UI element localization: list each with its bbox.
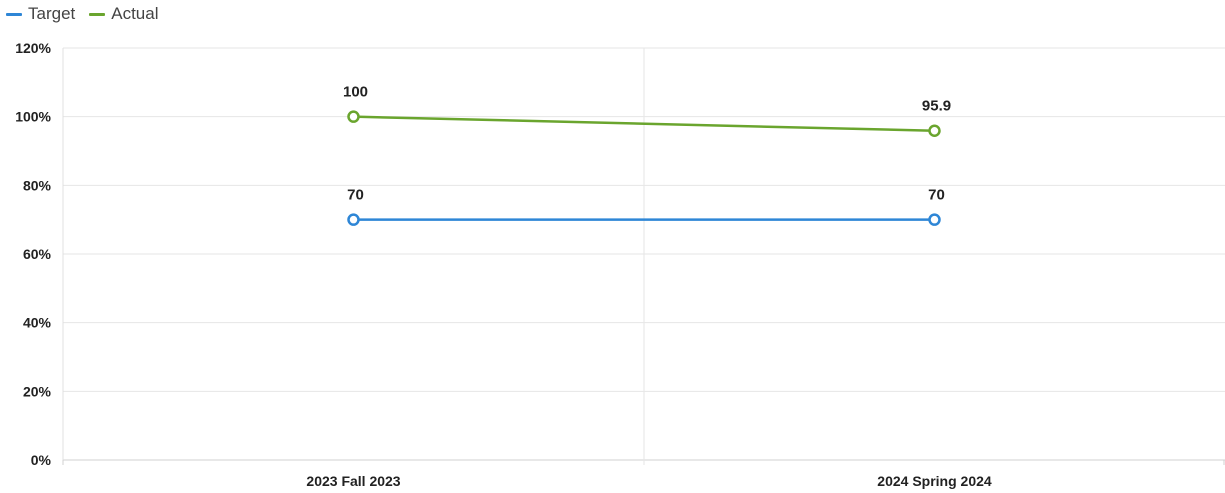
data-label-actual: 100 bbox=[343, 84, 368, 101]
data-point-target[interactable] bbox=[928, 213, 941, 226]
y-tick-label: 100% bbox=[15, 109, 51, 125]
series-line-actual[interactable] bbox=[353, 115, 935, 132]
legend-swatch-actual bbox=[89, 12, 106, 16]
y-tick-label: 40% bbox=[23, 315, 52, 331]
data-label-target: 70 bbox=[928, 187, 945, 204]
data-point-actual[interactable] bbox=[347, 110, 360, 123]
y-tick-label: 120% bbox=[15, 40, 51, 56]
legend-item-actual[interactable]: Actual bbox=[89, 4, 159, 24]
x-tick-label: 2024 Spring 2024 bbox=[877, 473, 992, 489]
legend-swatch-target bbox=[6, 12, 22, 16]
legend-label-actual: Actual bbox=[111, 4, 159, 23]
chart-legend: Target Actual bbox=[6, 4, 173, 24]
data-point-target[interactable] bbox=[347, 213, 360, 226]
y-tick-label: 0% bbox=[31, 452, 52, 468]
data-point-actual[interactable] bbox=[928, 124, 941, 137]
y-tick-label: 20% bbox=[23, 383, 52, 399]
data-label-target: 70 bbox=[347, 187, 364, 204]
x-tick-label: 2023 Fall 2023 bbox=[306, 473, 400, 489]
y-tick-label: 60% bbox=[23, 246, 52, 262]
data-label-actual: 95.9 bbox=[922, 98, 951, 115]
legend-item-target[interactable]: Target bbox=[6, 4, 75, 24]
legend-label-target: Target bbox=[28, 4, 76, 23]
y-tick-label: 80% bbox=[23, 177, 52, 193]
